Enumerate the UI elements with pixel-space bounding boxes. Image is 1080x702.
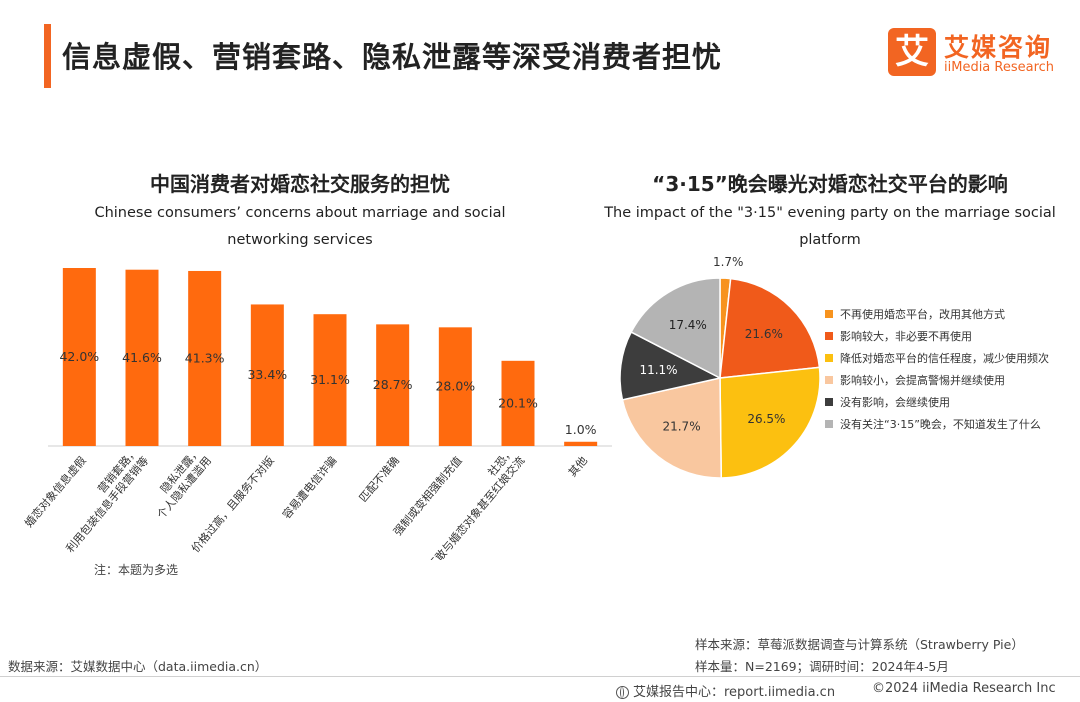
bar [125, 269, 159, 446]
iimedia-logo-icon: 艾 [888, 28, 936, 76]
pie-value-label: 21.7% [662, 420, 700, 434]
bar-value-label: 42.0% [59, 349, 99, 364]
pie-chart-subtitle: The impact of the "3·15" evening party o… [604, 205, 1056, 248]
pie-slice [621, 377, 723, 479]
svg-text:容易遭电信诈骗: 容易遭电信诈骗 [279, 454, 339, 522]
bar-value-label: 28.0% [435, 379, 475, 394]
svg-text:匹配不准确: 匹配不准确 [357, 454, 402, 504]
report-center-text: 艾媒报告中心：report.iimedia.cn [633, 685, 836, 700]
bar [313, 314, 347, 446]
bar [501, 360, 535, 446]
bar [564, 441, 598, 446]
pie-value-label: 17.4% [669, 318, 707, 332]
pie-chart: 1.7% 21.6% 26.5% 21.7% 11.1% 17.4% 不再使用婚恋平台，改用… [619, 255, 1049, 479]
logo-text-cn: 艾媒咨询 [944, 33, 1053, 62]
legend-swatch [825, 310, 833, 318]
data-source: 数据来源：艾媒数据中心（data.iimedia.cn） [8, 659, 268, 674]
pie-slice [719, 277, 821, 379]
bar-category-label: 营销套路，利用包装信息手段营销等 [63, 445, 152, 556]
svg-text:强制或变相强制充值: 强制或变相强制充值 [390, 454, 464, 539]
bar [250, 304, 284, 446]
bar-category-label: 容易遭电信诈骗 [279, 454, 339, 522]
bar [438, 327, 472, 446]
footer-copyright: ©2024 iiMedia Research Inc [872, 681, 1056, 696]
logo-text-en: iiMedia Research [944, 60, 1055, 75]
bar [376, 324, 410, 446]
pie-value-label: 1.7% [713, 255, 744, 269]
pie-slice [719, 366, 821, 479]
pie-slice [619, 331, 723, 401]
bar-value-label: 31.1% [310, 372, 350, 387]
legend-swatch [825, 354, 833, 362]
bar-value-label: 20.1% [498, 395, 538, 410]
legend-label: 没有关注“3·15”晚会，不知道发生了什么 [840, 417, 1041, 431]
title-accent-bar [44, 24, 51, 88]
sample-source: 样本来源：草莓派数据调查与计算系统（Strawberry Pie） [695, 637, 1024, 652]
legend-label: 不再使用婚恋平台，改用其他方式 [840, 307, 1005, 321]
bar-value-label: 41.6% [122, 350, 162, 365]
legend-swatch [825, 420, 833, 428]
globe-icon [616, 686, 629, 699]
bar [62, 268, 96, 446]
bar-chart-subtitle: Chinese consumers’ concerns about marria… [94, 205, 506, 248]
bar-category-label: 强制或变相强制充值 [390, 454, 464, 539]
svg-text:婚恋对象信息虚假: 婚恋对象信息虚假 [21, 454, 88, 530]
bar-category-label: 匹配不准确 [357, 454, 402, 504]
legend-swatch [825, 398, 833, 406]
pie-value-label: 21.6% [745, 327, 783, 341]
pie-chart-title: “3·15”晚会曝光对婚恋社交平台的影响 [652, 172, 1008, 196]
bar-value-label: 33.4% [247, 367, 287, 382]
bar-chart-title: 中国消费者对婚恋社交服务的担忧 [150, 172, 450, 196]
bar-category-label: 隐私泄露，个人隐私遭滥用 [154, 445, 214, 521]
pie-value-label: 11.1% [639, 363, 677, 377]
bar-value-label: 28.7% [373, 377, 413, 392]
legend-label: 影响较小，会提高警惕并继续使用 [840, 373, 1005, 387]
pie-value-label: 26.5% [747, 412, 785, 426]
sample-size: 样本量：N=2169；调研时间：2024年4-5月 [695, 659, 949, 674]
page-title: 信息虚假、营销套路、隐私泄露等深受消费者担忧 [62, 40, 723, 74]
footer-report-center: 艾媒报告中心：report.iimedia.cn [616, 681, 835, 700]
legend-label: 影响较大，非必要不再使用 [840, 329, 972, 343]
svg-text:其他: 其他 [566, 454, 590, 479]
chart-note: 注：本题为多选 [94, 563, 179, 577]
pie-slice [630, 277, 721, 380]
legend-swatch [825, 376, 833, 384]
legend-label: 降低对婚恋平台的信任程度，减少使用频次 [840, 351, 1049, 365]
bar-chart: 42.0% 婚恋对象信息虚假 41.6% 营销套路，利用包装信息手段营销等 41.3% 隐… [21, 268, 612, 560]
footer-divider [0, 676, 1080, 677]
bar-value-label: 1.0% [565, 422, 597, 437]
bar-category-label: 其他 [566, 454, 590, 479]
legend-label: 没有影响，会继续使用 [840, 395, 950, 409]
bar-category-label: 婚恋对象信息虚假 [21, 454, 88, 530]
svg-text:不敢与婚恋对象甚至红娘交流: 不敢与婚恋对象甚至红娘交流 [425, 454, 528, 560]
legend-swatch [825, 332, 833, 340]
bar-value-label: 41.3% [185, 350, 225, 365]
bar [188, 270, 222, 446]
